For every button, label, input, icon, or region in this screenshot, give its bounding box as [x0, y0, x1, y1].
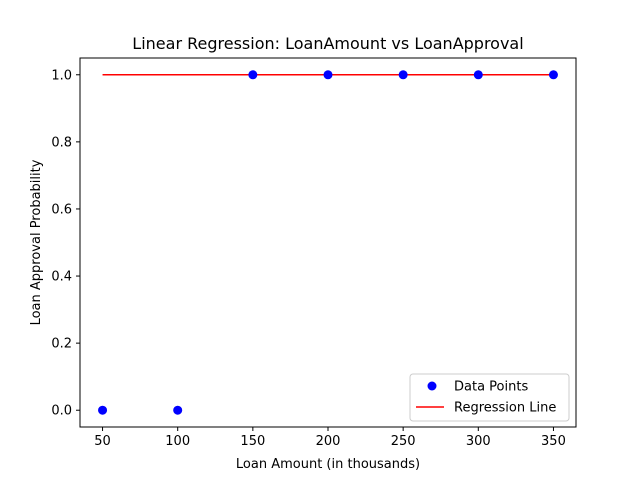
plot-area-frame	[79, 57, 577, 428]
data-point	[98, 405, 108, 415]
legend: Data Points Regression Line	[409, 373, 570, 422]
y-tick-label: 0.8	[51, 135, 72, 150]
x-axis: 50 100 150 200 250 300 350	[94, 427, 566, 449]
chart-title: Linear Regression: LoanAmount vs LoanApp…	[132, 34, 523, 53]
data-point	[548, 70, 558, 80]
legend-label-data-points: Data Points	[454, 380, 528, 395]
legend-label-regression-line: Regression Line	[454, 401, 556, 416]
data-point	[248, 70, 258, 80]
x-tick-label: 100	[165, 434, 190, 449]
y-axis: 0.0 0.2 0.4 0.6 0.8 1.0	[51, 68, 80, 419]
legend-marker-data-points	[427, 381, 437, 391]
x-tick-label: 350	[541, 434, 566, 449]
y-axis-title: Loan Approval Probability	[29, 159, 44, 325]
data-point	[323, 70, 333, 80]
legend-box	[409, 373, 570, 422]
x-tick-label: 50	[94, 434, 111, 449]
x-axis-title: Loan Amount (in thousands)	[236, 457, 420, 472]
y-tick-label: 1.0	[51, 68, 72, 83]
x-tick-label: 200	[316, 434, 341, 449]
y-tick-label: 0.4	[51, 270, 72, 285]
y-tick-label: 0.0	[51, 404, 72, 419]
x-tick-label: 150	[240, 434, 265, 449]
data-point	[398, 70, 408, 80]
x-tick-label: 250	[391, 434, 416, 449]
x-tick-label: 300	[466, 434, 491, 449]
data-point	[473, 70, 483, 80]
data-point	[173, 405, 183, 415]
series-layer	[98, 70, 558, 415]
y-tick-label: 0.2	[51, 337, 72, 352]
y-tick-label: 0.6	[51, 202, 72, 217]
